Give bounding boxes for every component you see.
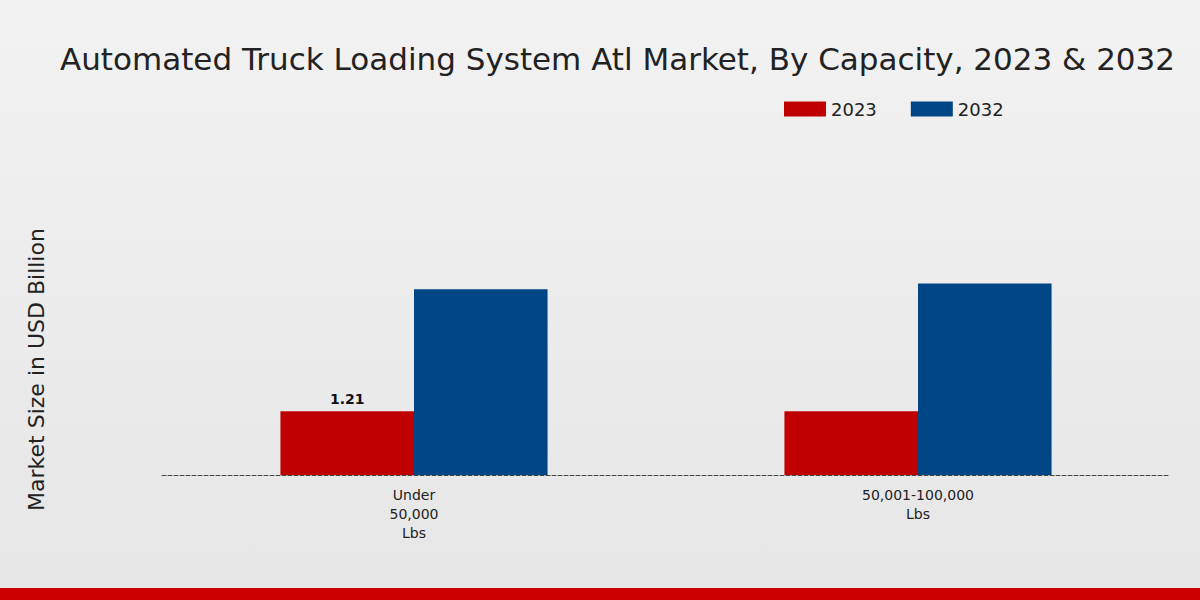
svg-text:50,000: 50,000 bbox=[390, 506, 439, 522]
svg-text:Under: Under bbox=[393, 487, 436, 503]
svg-text:2032: 2032 bbox=[958, 99, 1004, 120]
svg-text:Market Size in USD Billion: Market Size in USD Billion bbox=[24, 228, 49, 511]
svg-text:50,001-100,000: 50,001-100,000 bbox=[862, 487, 974, 503]
svg-text:Automated Truck Loading System: Automated Truck Loading System Atl Marke… bbox=[60, 41, 1175, 77]
svg-text:Lbs: Lbs bbox=[402, 525, 426, 541]
svg-text:Lbs: Lbs bbox=[906, 506, 930, 522]
svg-text:1.21: 1.21 bbox=[330, 391, 365, 407]
svg-text:2023: 2023 bbox=[831, 99, 877, 120]
